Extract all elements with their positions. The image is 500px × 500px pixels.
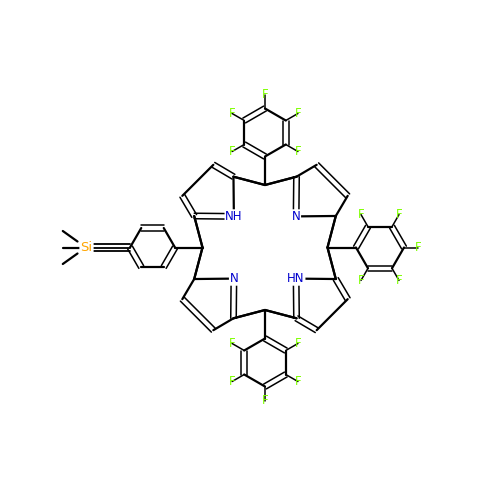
Text: F: F xyxy=(294,337,301,350)
Text: NH: NH xyxy=(225,210,242,223)
Text: F: F xyxy=(229,145,235,158)
Text: HN: HN xyxy=(288,272,305,285)
Text: N: N xyxy=(292,210,300,223)
Text: F: F xyxy=(294,145,301,158)
Text: F: F xyxy=(358,208,364,221)
Text: N: N xyxy=(230,272,238,285)
Text: F: F xyxy=(396,208,402,221)
Text: F: F xyxy=(414,241,422,254)
Text: F: F xyxy=(262,394,268,407)
Text: Si: Si xyxy=(80,241,92,254)
Text: F: F xyxy=(229,375,235,388)
Text: F: F xyxy=(294,375,301,388)
Text: F: F xyxy=(262,88,268,101)
Text: F: F xyxy=(229,337,235,350)
Text: F: F xyxy=(229,107,235,120)
Text: F: F xyxy=(294,107,301,120)
Text: F: F xyxy=(396,274,402,287)
Text: F: F xyxy=(358,274,364,287)
